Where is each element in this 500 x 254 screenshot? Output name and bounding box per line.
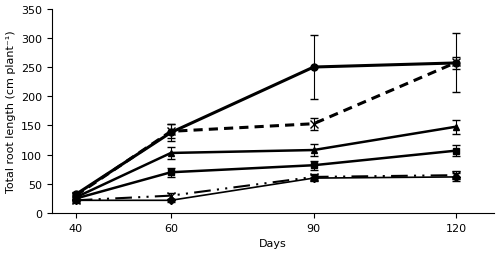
- X-axis label: Days: Days: [260, 239, 287, 248]
- Y-axis label: Total root length (cm plant⁻¹): Total root length (cm plant⁻¹): [6, 30, 16, 193]
